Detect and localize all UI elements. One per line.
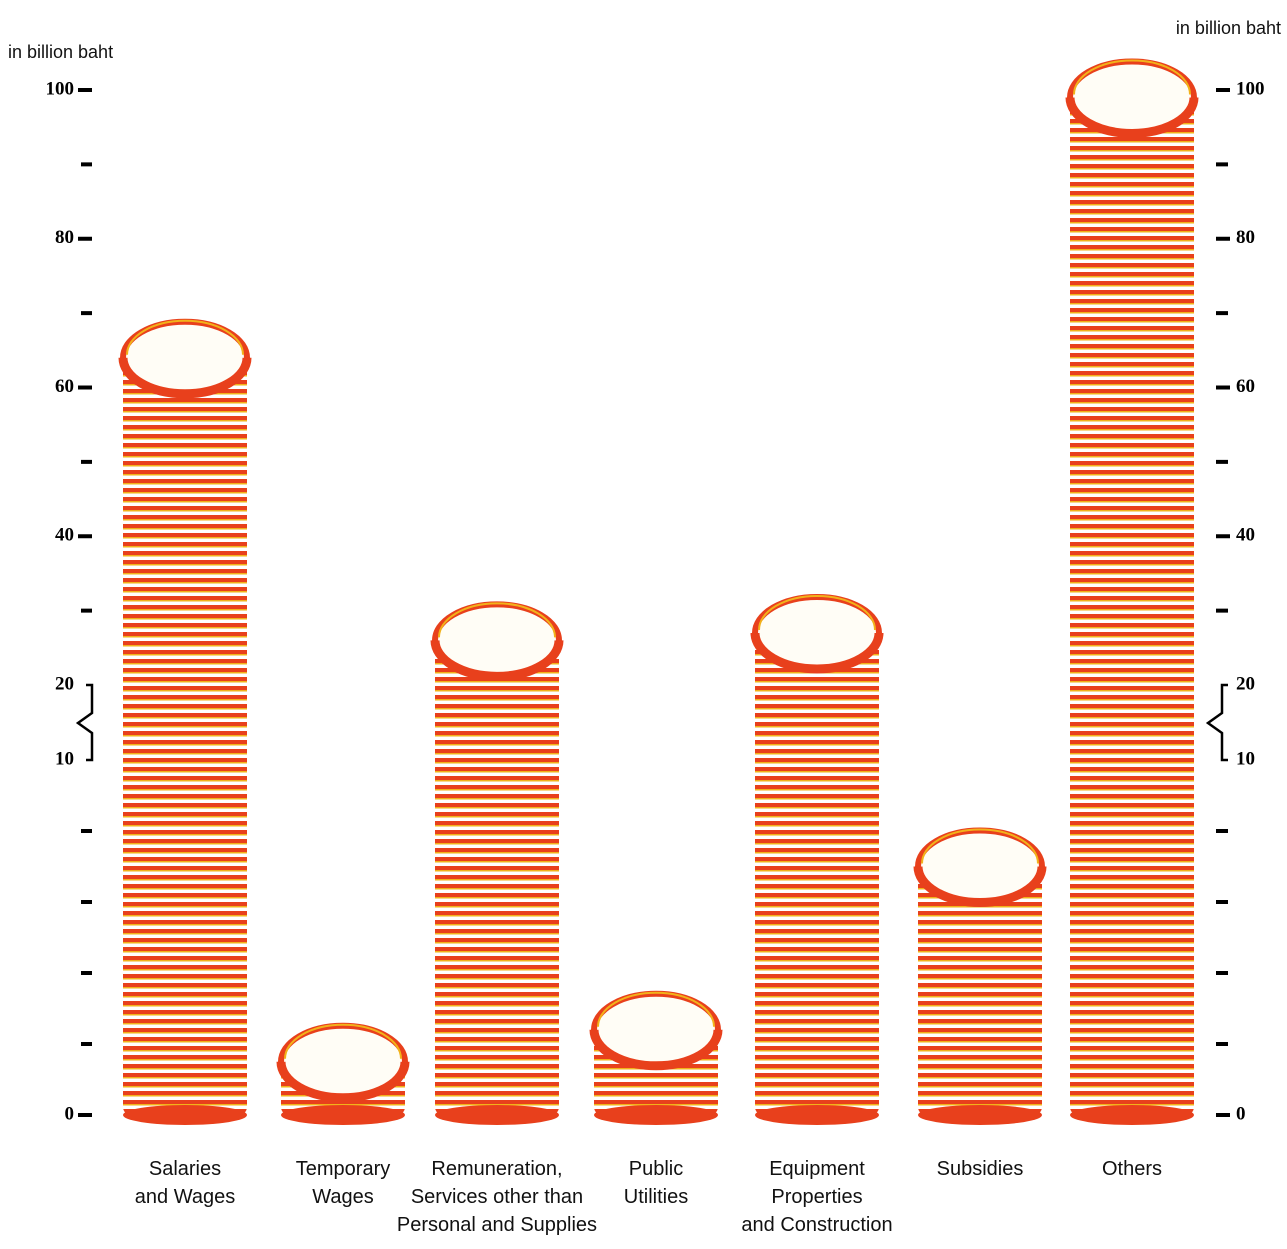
y2-tick-label: 10 bbox=[1236, 748, 1255, 769]
coin-stack bbox=[918, 866, 1042, 1115]
y2-tick-label: 40 bbox=[1236, 525, 1255, 546]
y2-tick-label: 0 bbox=[1236, 1103, 1246, 1124]
coin-top-rim bbox=[913, 866, 1047, 907]
y-tick-label: 100 bbox=[46, 78, 75, 99]
coin-top-rim bbox=[1065, 97, 1199, 138]
y-tick-label: 80 bbox=[55, 227, 74, 248]
x-tick-label: Subsidies bbox=[936, 1158, 1024, 1180]
coin-top-edge bbox=[597, 991, 715, 1027]
coin-stack bbox=[123, 357, 247, 1115]
coin-bottom bbox=[1070, 1105, 1194, 1125]
x-tick-label: Temporary Wages bbox=[295, 1158, 391, 1208]
y2-tick-label: 100 bbox=[1236, 78, 1265, 99]
coin-top-rim bbox=[276, 1061, 410, 1103]
coin-top-edge bbox=[1073, 59, 1191, 95]
y-tick-label: 40 bbox=[55, 525, 74, 546]
coin-top-edge bbox=[126, 319, 244, 355]
coin-top-edge bbox=[284, 1023, 402, 1059]
coin-bottom bbox=[918, 1105, 1042, 1125]
x-tick-label: Equipment Properties and Construction bbox=[741, 1158, 893, 1236]
y2-tick-label: 60 bbox=[1236, 376, 1255, 397]
coin-top-rim bbox=[430, 640, 564, 681]
coin-top-rim bbox=[750, 632, 884, 674]
y-tick-label: 0 bbox=[65, 1103, 75, 1124]
y-axis-label: in billion baht bbox=[8, 42, 114, 62]
coin-bottom bbox=[435, 1105, 559, 1125]
x-tick-label: Remuneration, Services other than Person… bbox=[396, 1158, 598, 1236]
axis-break bbox=[75, 683, 94, 762]
y-tick-label: 60 bbox=[55, 376, 74, 397]
y-tick-label: 20 bbox=[55, 673, 74, 694]
x-tick-label: Salaries and Wages bbox=[134, 1158, 236, 1208]
coin-bottom bbox=[123, 1105, 247, 1125]
y2-tick-label: 80 bbox=[1236, 227, 1255, 248]
y-tick-label: 10 bbox=[55, 748, 74, 769]
coin-top-rim bbox=[118, 357, 252, 399]
coin-bottom bbox=[755, 1105, 879, 1125]
y2-axis-label: in billion baht bbox=[1175, 18, 1281, 38]
coin-bottom bbox=[281, 1105, 405, 1125]
coin-stack bbox=[755, 632, 879, 1115]
y2-tick-label: 20 bbox=[1236, 673, 1255, 694]
coin-stack bbox=[435, 640, 559, 1115]
x-tick-label: Public Utilities bbox=[623, 1158, 689, 1208]
coin-bottom bbox=[594, 1105, 718, 1125]
x-tick-label: Others bbox=[1101, 1158, 1163, 1180]
coin-stack bbox=[1070, 97, 1194, 1115]
coin-top-rim bbox=[589, 1029, 723, 1071]
coin-top-edge bbox=[438, 602, 556, 638]
coin-top-edge bbox=[921, 828, 1039, 864]
axis-break bbox=[1205, 683, 1228, 762]
coin-top-edge bbox=[758, 594, 876, 630]
